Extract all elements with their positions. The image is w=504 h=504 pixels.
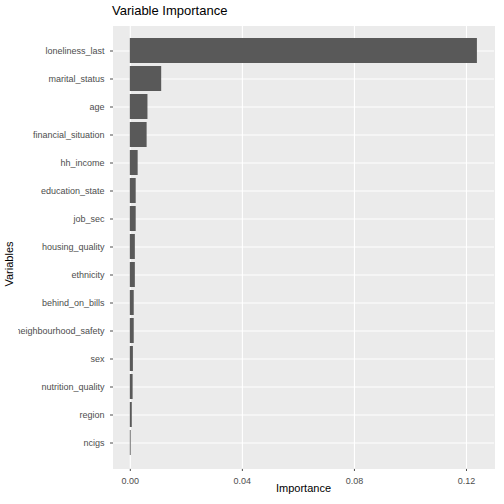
svg-text:ncigs: ncigs	[83, 438, 105, 448]
html-text:Importance: Importance	[276, 482, 331, 494]
svg-text:0.00: 0.00	[122, 476, 140, 486]
svg-text:0.04: 0.04	[234, 476, 252, 486]
html-text:Variable Importance: Variable Importance	[112, 3, 228, 18]
svg-text:hh_income: hh_income	[60, 158, 104, 168]
html-text:Variables: Variables	[3, 241, 15, 287]
svg-text:financial_situation: financial_situation	[33, 130, 105, 140]
svg-text:behind_on_bills: behind_on_bills	[42, 298, 105, 308]
svg-text:sex: sex	[90, 354, 105, 364]
svg-text:education_state: education_state	[41, 186, 105, 196]
svg-text:ethnicity: ethnicity	[71, 270, 105, 280]
svg-text:marital_status: marital_status	[48, 74, 105, 84]
svg-text:job_sec: job_sec	[72, 214, 105, 224]
svg-text:neighbourhood_safety: neighbourhood_safety	[18, 326, 105, 336]
svg-text:housing_quality: housing_quality	[42, 242, 105, 252]
svg-text:age: age	[89, 102, 104, 112]
svg-text:loneliness_last: loneliness_last	[45, 46, 105, 56]
svg-text:0.08: 0.08	[346, 476, 364, 486]
svg-text:region: region	[79, 410, 104, 420]
svg-text:nutrition_quality: nutrition_quality	[41, 382, 105, 392]
svg-text:0.12: 0.12	[458, 476, 476, 486]
